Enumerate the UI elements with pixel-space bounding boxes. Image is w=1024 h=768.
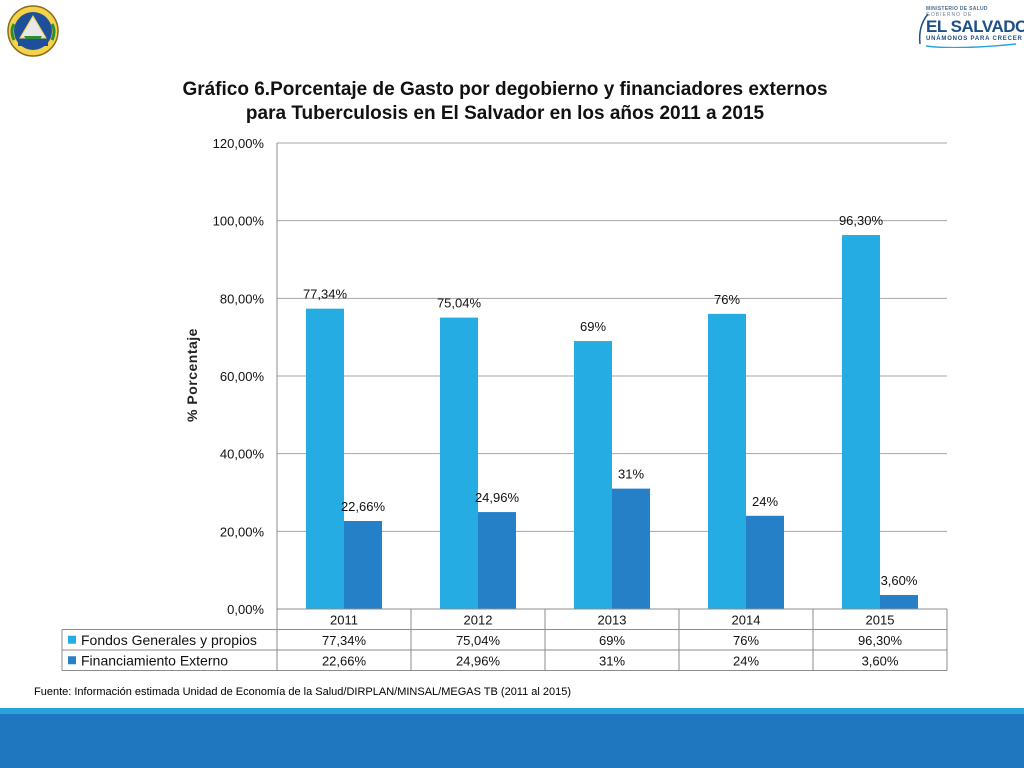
table-value: 75,04%: [456, 633, 501, 648]
legend-label: Financiamiento Externo: [81, 652, 228, 668]
bar-externo: [880, 595, 918, 609]
data-label: 24,96%: [475, 490, 520, 505]
table-value: 3,60%: [862, 653, 899, 668]
footer-band-dark: [0, 714, 1024, 768]
footer-band-light: [0, 708, 1024, 714]
y-tick-label: 80,00%: [220, 291, 265, 306]
legend-swatch: [68, 656, 76, 665]
ministry-logo: MINISTERIO DE SALUD GOBIERNO DE EL SALVA…: [916, 4, 1024, 48]
bar-chart: 0,00% 20,00% 40,00% 60,00% 80,00% 100,00% 120,…: [61, 136, 948, 671]
bar-fondos: [708, 313, 746, 609]
chart-title-line-1: Gráfico 6.Porcentaje de Gasto por degobi…: [182, 79, 828, 100]
data-label: 96,30%: [839, 213, 884, 228]
x-tick-label: 2014: [732, 612, 761, 627]
data-label: 69%: [580, 319, 606, 334]
y-tick-label: 60,00%: [220, 369, 265, 384]
table-value: 31%: [599, 653, 625, 668]
x-tick-label: 2011: [330, 612, 358, 627]
data-label: 31%: [618, 467, 644, 482]
chart-title-line-2: para Tuberculosis en El Salvador en los …: [245, 103, 765, 124]
data-label: 76%: [714, 292, 740, 307]
y-tick-label: 40,00%: [220, 447, 265, 462]
data-label: 22,66%: [341, 499, 386, 514]
legend-label: Fondos Generales y propios: [81, 632, 257, 648]
bar-fondos: [842, 235, 880, 609]
table-value: 96,30%: [858, 633, 903, 648]
x-tick-label: 2015: [866, 612, 895, 627]
bar-externo: [612, 488, 650, 609]
table-value: 69%: [599, 633, 625, 648]
bar-externo: [746, 515, 784, 609]
coat-of-arms-icon: [7, 5, 59, 57]
bar-externo: [478, 512, 516, 609]
x-tick-label: 2012: [464, 612, 493, 627]
table-value: 22,66%: [322, 653, 367, 668]
data-label: 75,04%: [437, 296, 482, 311]
table-value: 24%: [733, 653, 759, 668]
table-value: 77,34%: [322, 633, 367, 648]
logo-gobierno-text: GOBIERNO DE: [926, 12, 973, 18]
logo-ministry-text: MINISTERIO DE SALUD: [926, 6, 988, 12]
table-value: 24,96%: [456, 653, 501, 668]
table-value: 76%: [733, 633, 759, 648]
logo-country-text: EL SALVADOR: [926, 17, 1024, 36]
y-tick-label: 0,00%: [227, 602, 264, 617]
bar-fondos: [306, 308, 344, 609]
y-tick-label: 100,00%: [213, 214, 265, 229]
bar-externo: [344, 521, 382, 609]
data-label: 77,34%: [303, 287, 348, 302]
logo-motto-text: UNÁMONOS PARA CRECER: [926, 36, 1023, 42]
chart-title: Gráfico 6.Porcentaje de Gasto por degobi…: [100, 78, 910, 126]
bar-fondos: [440, 317, 478, 609]
x-tick-label: 2013: [598, 612, 627, 627]
bar-fondos: [574, 341, 612, 609]
legend-swatch: [68, 635, 76, 644]
source-note: Fuente: Información estimada Unidad de E…: [34, 686, 572, 698]
data-label: 3,60%: [881, 573, 918, 588]
y-tick-label: 20,00%: [220, 524, 265, 539]
data-label: 24%: [752, 494, 778, 509]
y-tick-label: 120,00%: [213, 136, 265, 151]
